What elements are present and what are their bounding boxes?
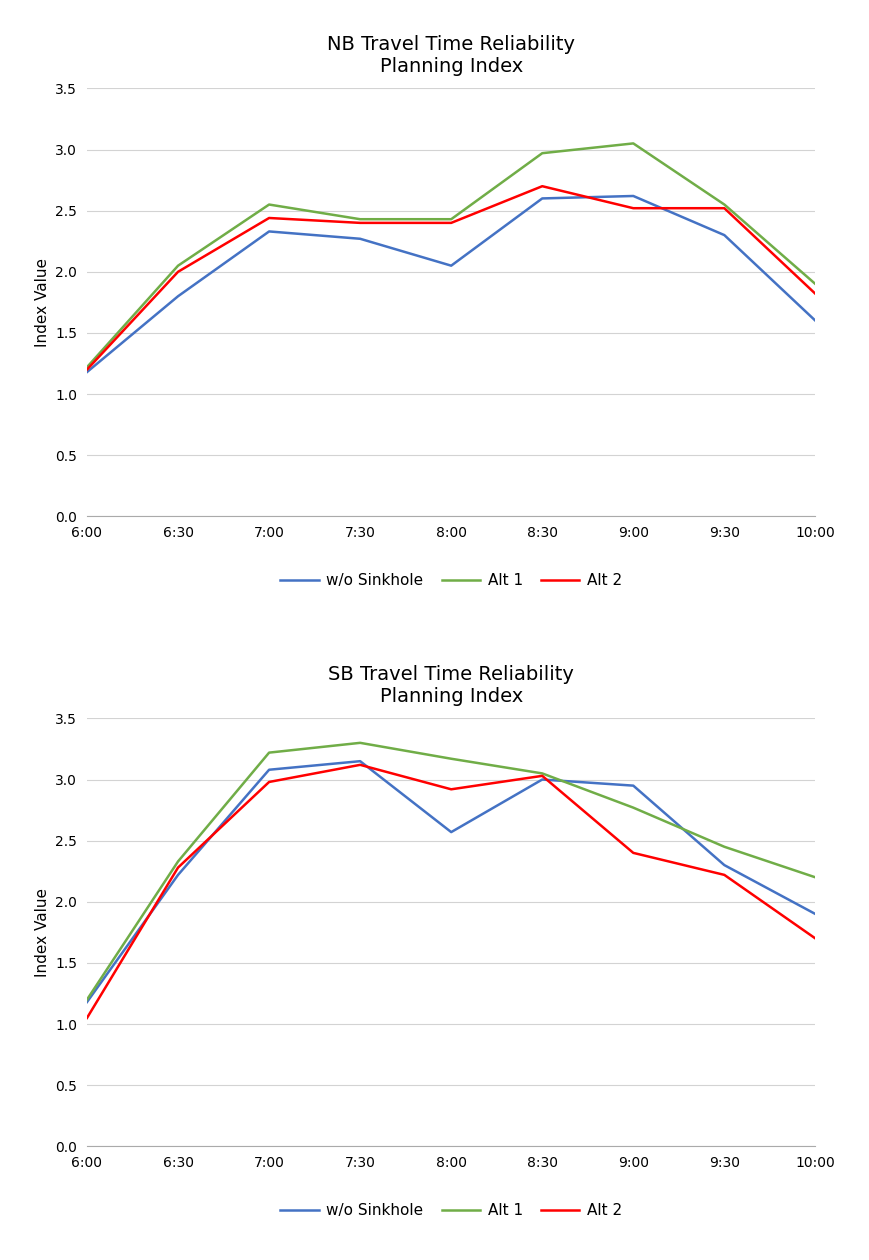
Title: SB Travel Time Reliability
Planning Index: SB Travel Time Reliability Planning Inde… — [328, 665, 574, 706]
Y-axis label: Index Value: Index Value — [35, 258, 50, 347]
Y-axis label: Index Value: Index Value — [35, 888, 50, 976]
Legend: w/o Sinkhole, Alt 1, Alt 2: w/o Sinkhole, Alt 1, Alt 2 — [274, 1197, 627, 1223]
Title: NB Travel Time Reliability
Planning Index: NB Travel Time Reliability Planning Inde… — [327, 35, 574, 76]
Legend: w/o Sinkhole, Alt 1, Alt 2: w/o Sinkhole, Alt 1, Alt 2 — [274, 567, 627, 593]
